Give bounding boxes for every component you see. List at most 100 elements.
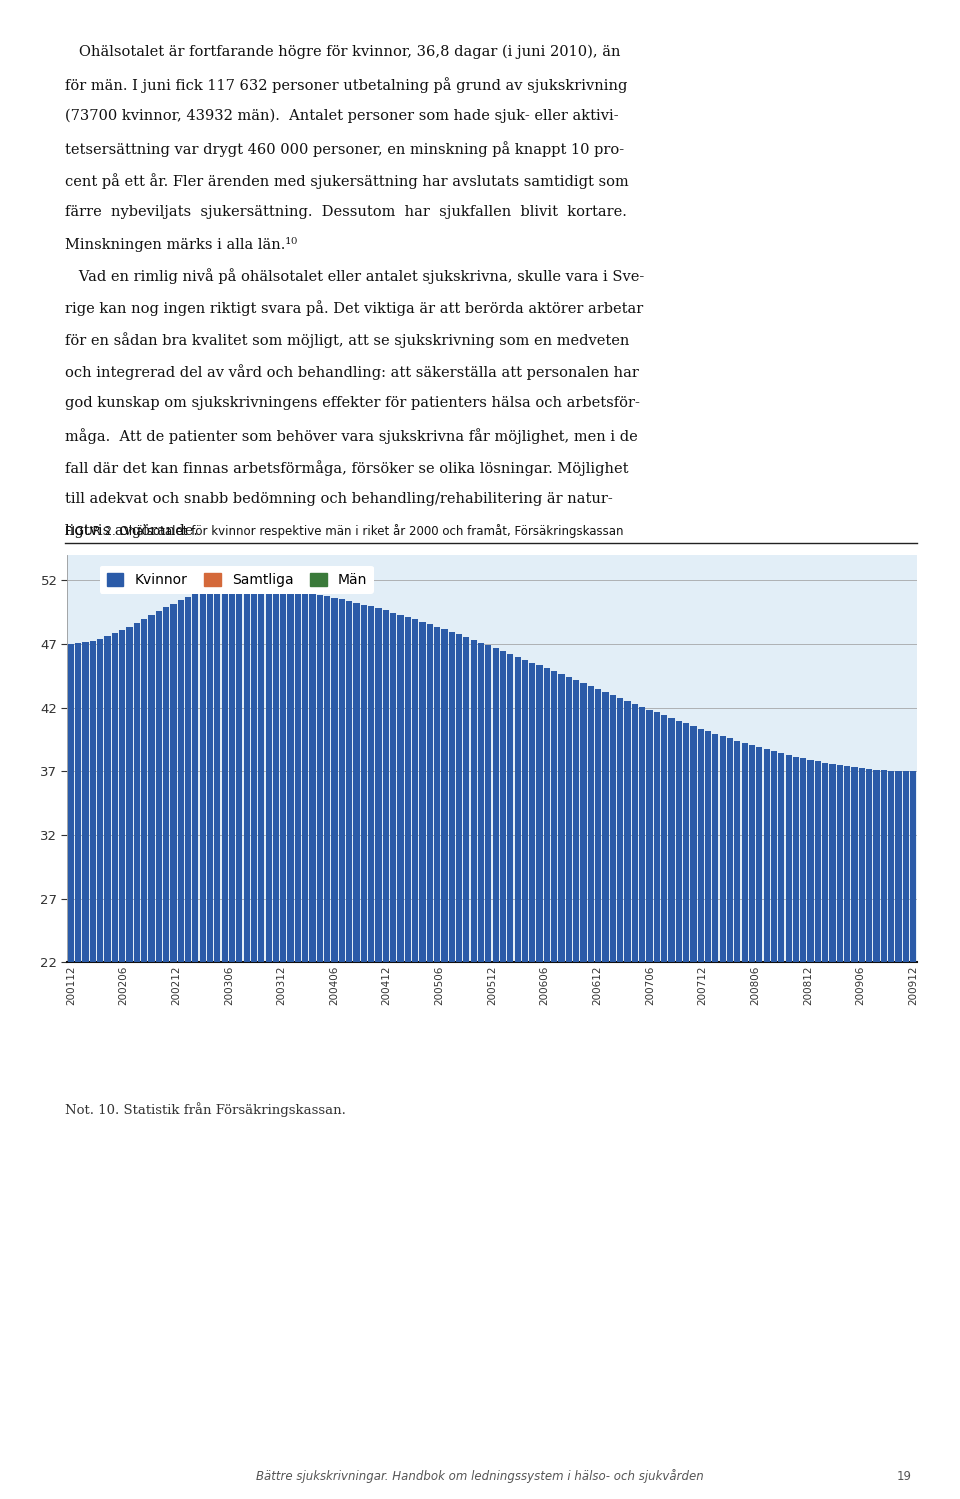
Bar [874, 769, 879, 1243]
Bar [720, 877, 726, 1243]
Bar [844, 893, 851, 1243]
Bar [727, 739, 733, 1243]
Bar [610, 856, 616, 1243]
Bar [317, 595, 323, 1243]
Bar [807, 827, 814, 1243]
Bar [442, 630, 447, 1243]
Bar [807, 890, 814, 1243]
Bar [105, 824, 110, 1243]
Bar [75, 829, 82, 1243]
Bar [89, 827, 96, 1243]
Bar [595, 851, 601, 1243]
Bar [690, 872, 697, 1243]
Bar [624, 702, 631, 1243]
Bar [537, 758, 542, 1243]
Bar [339, 711, 345, 1243]
Bar [375, 717, 381, 1243]
Bar [639, 788, 645, 1243]
Bar [815, 761, 821, 1243]
Bar [910, 835, 916, 1243]
Bar [837, 830, 843, 1243]
Bar [880, 770, 887, 1243]
Bar [442, 820, 447, 1243]
Bar [170, 709, 177, 1243]
Bar [470, 640, 477, 1243]
Bar [537, 839, 542, 1243]
Bar [185, 706, 191, 1243]
Bar [720, 809, 726, 1243]
Bar [852, 832, 857, 1243]
Bar [478, 742, 484, 1243]
Bar [412, 726, 419, 1243]
Bar [880, 835, 887, 1243]
Bar [712, 733, 718, 1243]
Bar [785, 887, 792, 1243]
Bar [734, 812, 740, 1243]
Bar [771, 751, 777, 1243]
Bar [522, 836, 528, 1243]
Bar [815, 827, 821, 1243]
Bar [829, 892, 836, 1243]
Bar [852, 767, 857, 1243]
Bar [632, 785, 638, 1243]
Bar [683, 871, 689, 1243]
Bar [222, 586, 228, 1243]
Bar [492, 747, 499, 1243]
Bar [595, 775, 601, 1243]
Bar [565, 845, 572, 1243]
Bar [127, 720, 132, 1243]
Bar [581, 848, 587, 1243]
Bar [97, 724, 104, 1243]
Bar [302, 706, 308, 1243]
Bar [280, 703, 286, 1243]
Bar [464, 637, 469, 1243]
Bar [185, 597, 191, 1243]
Bar [690, 726, 697, 1243]
Bar [280, 799, 286, 1243]
Bar [97, 639, 104, 1243]
Text: till adekvat och snabb bedömning och behandling/rehabilitering är natur-: till adekvat och snabb bedömning och beh… [65, 492, 613, 507]
Bar [829, 830, 836, 1243]
Bar [507, 750, 514, 1243]
Bar [420, 622, 425, 1243]
Bar [339, 803, 345, 1243]
Bar [529, 755, 536, 1243]
Bar [559, 675, 564, 1243]
Bar [448, 735, 455, 1243]
Bar [317, 802, 323, 1243]
Bar [178, 708, 183, 1243]
Bar [405, 724, 411, 1243]
Bar [902, 835, 909, 1243]
Bar [148, 615, 155, 1243]
Text: Bättre sjukskrivningar. Handbok om ledningssystem i hälso- och sjukvården: Bättre sjukskrivningar. Handbok om ledni… [256, 1469, 704, 1483]
Bar [346, 601, 352, 1243]
Bar [339, 600, 345, 1243]
Bar [228, 797, 235, 1243]
Bar [492, 830, 499, 1243]
Bar [822, 829, 828, 1243]
Bar [266, 702, 272, 1243]
Bar [148, 812, 155, 1243]
Text: Minskningen märks i alla län.¹⁰: Minskningen märks i alla län.¹⁰ [65, 237, 298, 252]
Bar [133, 624, 140, 1243]
Bar [785, 823, 792, 1243]
Bar [661, 794, 667, 1243]
Bar [551, 842, 558, 1243]
Bar [565, 678, 572, 1243]
Bar [200, 703, 205, 1243]
Bar [222, 797, 228, 1243]
Bar [632, 860, 638, 1243]
Bar [111, 723, 118, 1243]
Bar [844, 832, 851, 1243]
Bar [617, 857, 623, 1243]
Bar [390, 811, 396, 1243]
Bar [779, 821, 784, 1243]
Bar [119, 821, 125, 1243]
Bar [844, 766, 851, 1243]
Bar [426, 624, 433, 1243]
Bar [222, 702, 228, 1243]
Bar [133, 817, 140, 1243]
Bar [676, 799, 682, 1243]
Bar [603, 853, 609, 1243]
Bar [295, 705, 301, 1243]
